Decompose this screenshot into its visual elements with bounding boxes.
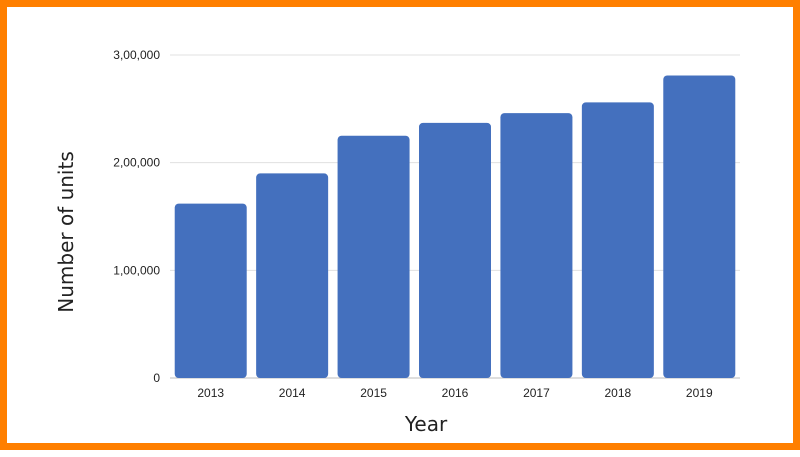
bar-2018 xyxy=(581,102,654,378)
bar-chart: 2013 2014 2015 2016 2017 2018 2019 0 1,00,000 2,… xyxy=(54,48,740,436)
y-tick-label: 1,00,000 xyxy=(113,263,160,277)
y-axis-title: Number of units xyxy=(54,151,78,313)
x-tick-label: 2015 xyxy=(360,386,387,400)
y-tick-label: 2,00,000 xyxy=(113,156,160,170)
bar-2015 xyxy=(337,135,410,378)
x-tick-label: 2016 xyxy=(442,386,469,400)
bar-2016 xyxy=(419,122,491,378)
x-tick-labels: 2013 2014 2015 2016 2017 2018 2019 xyxy=(197,386,713,400)
x-tick-label: 2017 xyxy=(523,386,550,400)
x-tick-label: 2014 xyxy=(279,386,306,400)
bar-2013 xyxy=(174,203,247,378)
bar-2014 xyxy=(256,173,329,378)
y-tick-labels: 0 1,00,000 2,00,000 3,00,000 xyxy=(113,48,160,385)
x-tick-label: 2018 xyxy=(605,386,632,400)
x-axis-title: Year xyxy=(404,412,448,436)
bar-2019 xyxy=(663,75,736,378)
bar-2017 xyxy=(500,113,573,378)
y-tick-label: 0 xyxy=(153,371,160,385)
y-tick-label: 3,00,000 xyxy=(113,48,160,62)
x-tick-label: 2019 xyxy=(686,386,713,400)
x-tick-label: 2013 xyxy=(197,386,224,400)
bars xyxy=(174,75,736,378)
